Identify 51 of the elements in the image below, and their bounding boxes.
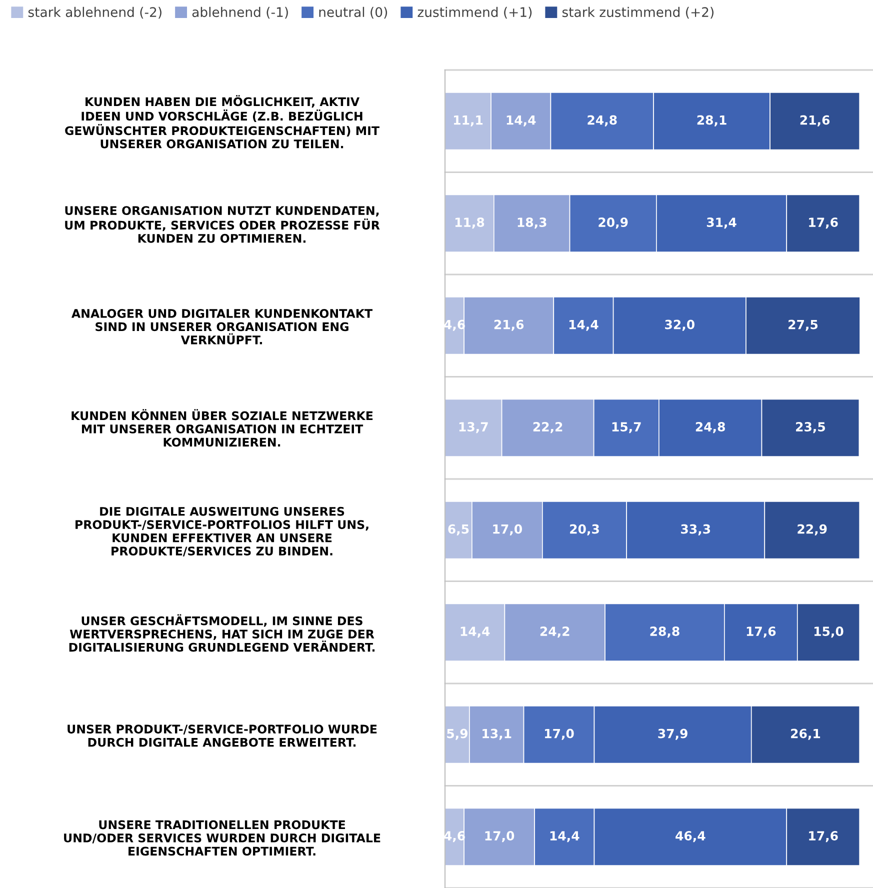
data-label: 17,0 [493,524,522,536]
data-label: 17,6 [809,831,838,842]
data-label: 14,4 [460,626,490,638]
data-label: 14,4 [569,320,598,331]
data-label: 18,3 [518,218,546,229]
data-label: 11,1 [454,115,483,126]
data-label: 17,0 [545,728,574,740]
data-label: 13,7 [459,422,488,434]
data-label: 17,6 [809,218,838,229]
data-label: 15,0 [814,626,844,638]
y-tick-label: KUNDEN HABEN DIE MÖGLICHKEIT, AKTIV IDEEN UND VORSCHLÄGE (Z.B. BEZÜGLICH GEWÜNSCHTER PRODUKTEIGENSCHAFTEN) MIT UNSERER ORGANISATION ZU TEILEN. [65,95,380,148]
data-label: 17,0 [485,831,514,842]
data-label: 21,6 [494,320,524,331]
y-tick-label: DIE DIGITALE AUSWEITUNG UNSERES PRODUKT-/SERVICE-PORTFOLIOS HILFT UNS, KUNDEN EFFEKTIVER AN UNSERE PRODUKTE/SERVICES ZU BINDEN. [76,506,368,556]
y-tick-label: UNSERE ORGANISATION NUTZT KUNDENDATEN, UM PRODUKTE, SERVICES ODER PROZESSE FÜR KUNDEN ZU OPTIMIEREN. [65,206,380,243]
legend-label: stark zustimmend (+2) [562,6,714,19]
y-tick-label: UNSER PRODUKT-/SERVICE-PORTFOLIO WURDE DURCH DIGITALE ANGEBOTE ERWEITERT. [68,724,377,747]
data-label: 20,9 [598,218,628,229]
data-label: 11,8 [455,218,484,229]
data-label: 24,8 [588,115,617,126]
legend-label: neutral (0) [319,6,388,19]
data-label: 6,5 [448,524,469,536]
y-tick-label: ANALOGER UND DIGITALER KUNDENKONTAKT SIND IN UNSERER ORGANISATION ENG VERKNÜPFT. [72,309,372,344]
data-label: 5,9 [447,728,468,740]
data-label: 21,6 [800,115,830,126]
y-tick-label: KUNDEN KÖNNEN ÜBER SOZIALE NETZWERKE MIT UNSERER ORGANISATION IN ECHTZEIT KOMMUNIZIEREN. [72,409,373,447]
data-label: 28,1 [697,115,726,126]
data-label: 17,6 [746,626,776,638]
data-label: 14,4 [506,115,536,126]
data-label: 32,0 [665,320,694,331]
data-label: 22,9 [798,524,827,536]
data-label: 13,1 [482,728,512,740]
y-tick-label: UNSER GESCHÄFTSMODELL, IM SINNE DES WERTVERSPRECHENS, HAT SICH IM ZUGE DER DIGITALISIERUNG GRUNDLEGEND VERÄNDERT. [69,614,375,652]
data-label: 28,8 [650,626,680,638]
data-label: 33,3 [681,524,710,536]
data-label: 46,4 [676,831,706,842]
data-label: 23,5 [796,422,826,434]
legend-label: ablehnend (-1) [192,6,288,19]
data-label: 37,9 [658,728,688,740]
data-label: 20,3 [570,524,599,536]
data-label: 24,2 [540,626,570,638]
data-label: 24,8 [696,422,725,434]
y-tick-label: UNSERE TRADITIONELLEN PRODUKTE UND/ODER SERVICES WURDEN DURCH DIGITALE EIGENSCHAFTEN OPTIMIERT. [64,820,380,856]
legend-label: stark ablehnend (-2) [28,6,162,19]
legend-label: zustimmend (+1) [418,6,532,19]
data-label: 15,7 [612,422,641,434]
data-label: 31,4 [706,218,736,229]
data-label: 22,2 [533,422,562,434]
data-label: 26,1 [791,728,820,740]
data-label: 27,5 [788,320,818,331]
data-label: 14,4 [550,831,580,842]
